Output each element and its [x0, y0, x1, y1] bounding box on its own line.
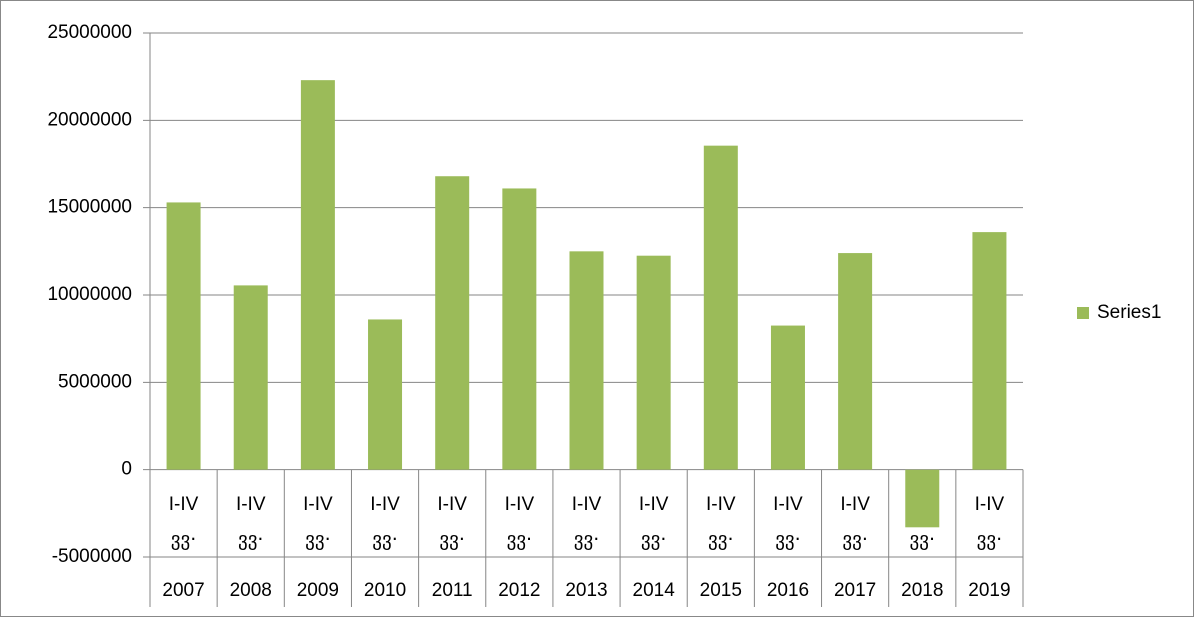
bar: [770, 325, 805, 470]
legend-swatch: [1077, 307, 1089, 319]
x-tick-label: ვვ·: [171, 529, 197, 551]
x-tick-label: ვვ·: [977, 529, 1003, 551]
x-tick-label: I-IV: [975, 494, 1005, 515]
bar: [905, 469, 940, 528]
x-tick-label: I-IV: [773, 494, 803, 515]
x-tick-label: ვვ·: [641, 529, 667, 551]
x-tick-label: 2012: [498, 580, 540, 601]
x-tick-label: 2014: [633, 580, 676, 601]
x-tick-label: 2018: [901, 580, 943, 601]
x-tick-label: 2011: [432, 580, 473, 601]
bar: [703, 145, 738, 470]
y-tick-label: 20000000: [47, 109, 132, 130]
x-tick-label: ვვ·: [842, 529, 868, 551]
x-tick-label: 2007: [162, 580, 204, 601]
y-tick-label: 15000000: [47, 197, 132, 218]
x-tick-label: ვვ·: [372, 529, 398, 551]
bar: [838, 253, 873, 470]
legend-label: Series1: [1097, 302, 1161, 323]
y-tick-label: -5000000: [52, 546, 132, 567]
bar: [233, 285, 268, 470]
x-tick-label: ვვ·: [574, 529, 600, 551]
x-tick-label: ვვ·: [708, 529, 734, 551]
bar: [435, 176, 470, 470]
x-tick-label: I-IV: [572, 494, 602, 515]
bar: [368, 319, 403, 470]
bar: [636, 255, 671, 470]
x-tick-label: I-IV: [706, 494, 736, 515]
x-tick-label: 2016: [767, 580, 809, 601]
bar: [972, 232, 1007, 470]
bar: [300, 80, 335, 470]
x-tick-label: ვვ·: [305, 529, 331, 551]
bar: [569, 251, 604, 470]
x-tick-label: I-IV: [370, 494, 400, 515]
y-tick-label: 0: [121, 459, 132, 480]
x-tick-label: 2008: [230, 580, 272, 601]
y-tick-label: 25000000: [47, 22, 132, 43]
x-tick-label: 2013: [565, 580, 607, 601]
x-tick-label: 2017: [834, 580, 876, 601]
x-tick-label: I-IV: [505, 494, 535, 515]
y-tick-label: 10000000: [47, 284, 132, 305]
y-tick-label: 5000000: [58, 371, 132, 392]
x-tick-label: I-IV: [236, 494, 266, 515]
x-tick-label: 2009: [297, 580, 339, 601]
x-tick-label: I-IV: [169, 494, 199, 515]
x-tick-label: I-IV: [840, 494, 870, 515]
x-tick-label: ვვ·: [238, 529, 264, 551]
x-tick-label: I-IV: [639, 494, 669, 515]
x-tick-label: I-IV: [303, 494, 333, 515]
x-tick-label: I-IV: [437, 494, 467, 515]
x-tick-label: 2019: [968, 580, 1010, 601]
bar: [502, 188, 537, 470]
x-tick-label: ვვ·: [910, 529, 936, 551]
x-tick-label: ვვ·: [507, 529, 533, 551]
x-tick-label: 2015: [700, 580, 742, 601]
x-tick-label: 2010: [364, 580, 406, 601]
x-tick-label: ვვ·: [775, 529, 801, 551]
x-tick-label: ვვ·: [439, 529, 465, 551]
bar: [166, 202, 201, 470]
